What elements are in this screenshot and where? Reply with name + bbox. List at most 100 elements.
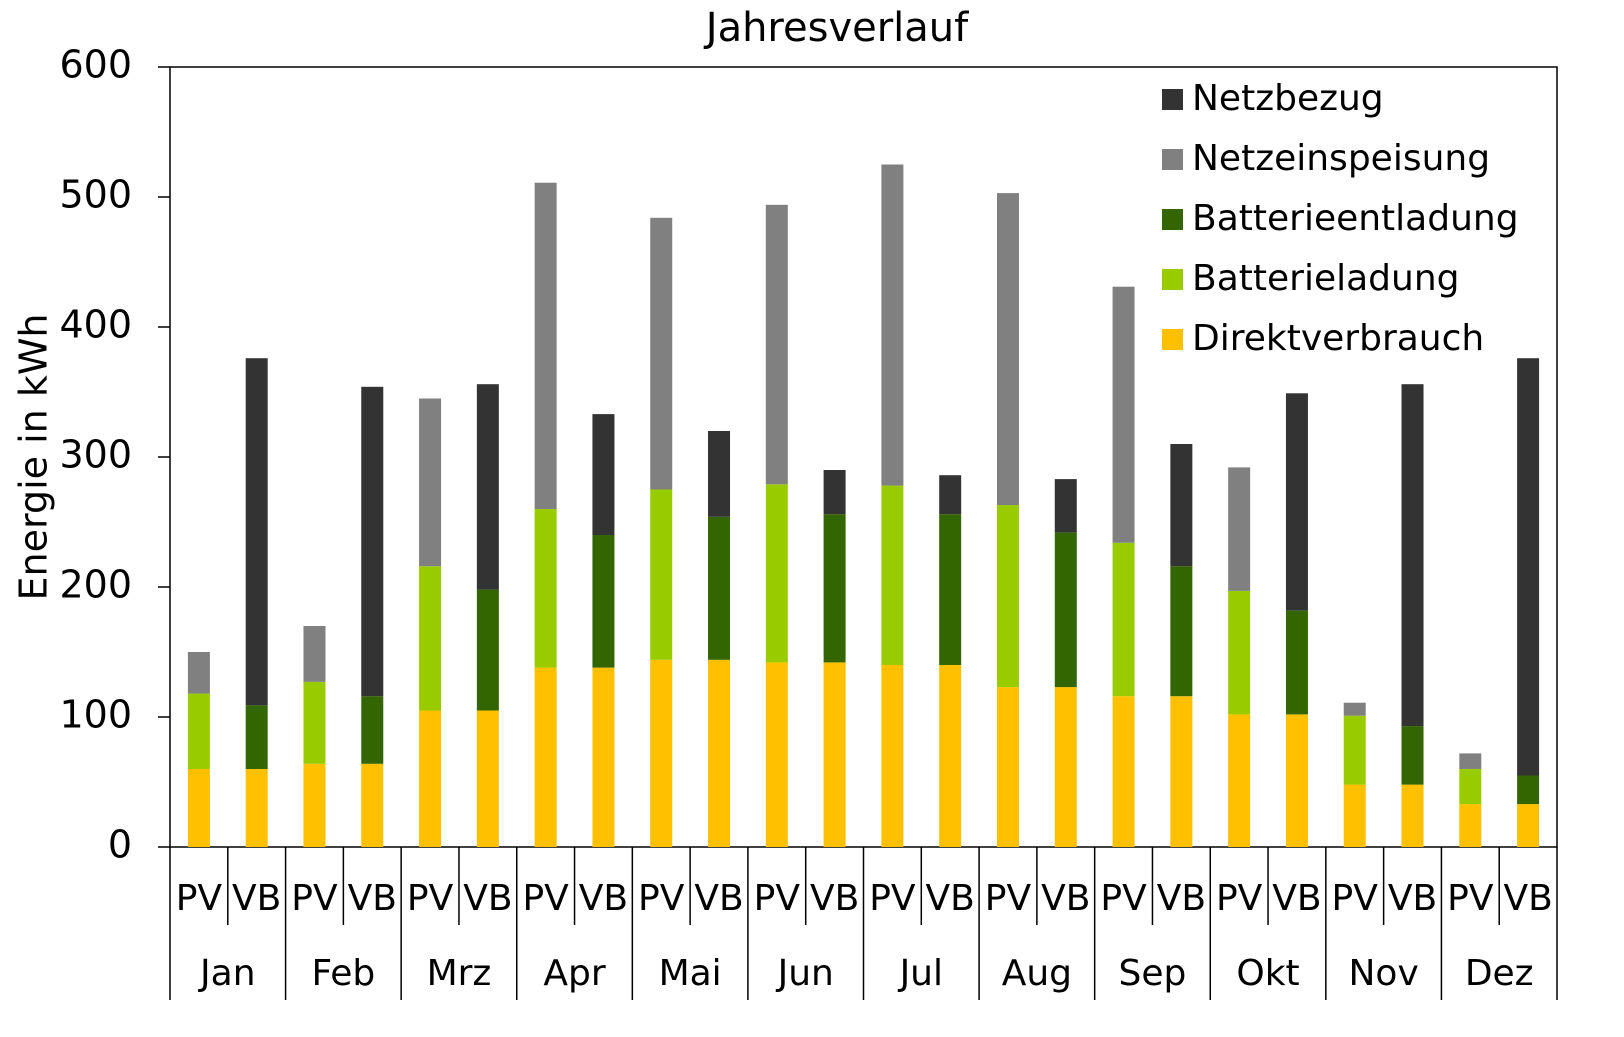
bar-segment [245, 705, 268, 769]
bar-segment [245, 358, 268, 706]
group-label: Dez [1465, 953, 1534, 994]
bar-segment [1517, 358, 1540, 776]
bar-segment [1170, 566, 1193, 697]
bar-segment [476, 384, 499, 590]
bar-segment [361, 386, 384, 697]
group-label: Jul [898, 953, 943, 994]
y-tick-label: 200 [59, 563, 132, 607]
x-tick-label: VB [926, 878, 975, 919]
bar-segment [1054, 532, 1077, 688]
x-tick-label: PV [985, 878, 1032, 919]
x-tick-label: PV [1216, 878, 1263, 919]
legend-label: Direktverbrauch [1192, 318, 1484, 359]
bar-segment [1401, 726, 1424, 785]
bar-segment [996, 193, 1019, 506]
bar-segment [708, 431, 731, 517]
bar-segment [1343, 784, 1366, 847]
group-label: Jan [198, 953, 256, 994]
x-tick-label: PV [407, 878, 454, 919]
group-label: Apr [543, 953, 605, 994]
bar-segment [534, 182, 557, 509]
bar-segment [592, 414, 615, 535]
bar-segment [1459, 753, 1482, 769]
legend-swatch [1162, 269, 1183, 290]
x-tick-label: PV [1332, 878, 1379, 919]
legend-swatch [1162, 149, 1183, 170]
x-tick-label: PV [754, 878, 801, 919]
legend-swatch [1162, 329, 1183, 350]
group-label: Aug [1002, 953, 1072, 994]
bar-segment [303, 763, 326, 847]
bar-segment [187, 693, 210, 769]
bar-segment [534, 509, 557, 668]
x-tick-label: VB [348, 878, 397, 919]
x-tick-label: PV [522, 878, 569, 919]
x-tick-label: VB [1272, 878, 1321, 919]
y-tick-label: 600 [59, 43, 132, 87]
bar-segment [939, 514, 962, 665]
chart-title: Jahresverlauf [703, 5, 969, 51]
group-label: Sep [1119, 953, 1187, 994]
bar-segment [419, 710, 442, 847]
bar-segment [996, 687, 1019, 847]
bar-segment [303, 681, 326, 764]
y-tick-label: 500 [59, 173, 132, 217]
group-label: Nov [1348, 953, 1418, 994]
x-tick-label: VB [1388, 878, 1437, 919]
bar-segment [1054, 687, 1077, 847]
bar-segment [187, 769, 210, 847]
bar-segment [881, 164, 904, 486]
group-label: Mai [659, 953, 722, 994]
bar-segment [823, 470, 846, 515]
bar-segment [1285, 610, 1308, 715]
bar-segment [939, 665, 962, 847]
x-tick-label: PV [638, 878, 685, 919]
bar-segment [765, 662, 788, 847]
bar-segment [881, 485, 904, 665]
bar-segment [245, 769, 268, 847]
bar-segment [823, 514, 846, 663]
group-label: Feb [312, 953, 376, 994]
bar-segment [1401, 784, 1424, 847]
bar-segment [1112, 286, 1135, 543]
x-tick-label: VB [232, 878, 281, 919]
bar-segment [650, 217, 673, 490]
group-label: Jun [776, 953, 834, 994]
bar-segment [1228, 467, 1251, 591]
bar-segment [650, 659, 673, 847]
bar-segment [1228, 714, 1251, 847]
bar-segment [419, 566, 442, 711]
y-tick-label: 400 [59, 303, 132, 347]
x-tick-label: VB [694, 878, 743, 919]
bar-segment [1228, 590, 1251, 715]
bar-segment [592, 667, 615, 847]
x-tick-label: VB [1041, 878, 1090, 919]
bar-segment [939, 475, 962, 515]
x-tick-label: PV [1100, 878, 1147, 919]
bar-segment [1054, 479, 1077, 533]
bar-segment [1343, 715, 1366, 785]
bar-segment [1170, 696, 1193, 847]
group-label: Mrz [427, 953, 492, 994]
bar-segment [361, 696, 384, 764]
bar-segment [996, 505, 1019, 688]
legend-label: Netzbezug [1192, 78, 1384, 119]
bar-segment [765, 204, 788, 485]
bar-segment [823, 662, 846, 847]
bar-segment [1459, 769, 1482, 805]
legend-swatch [1162, 89, 1183, 110]
x-tick-label: PV [176, 878, 223, 919]
legend-swatch [1162, 209, 1183, 230]
bar-segment [1112, 696, 1135, 847]
bar-segment [476, 589, 499, 711]
group-label: Okt [1236, 953, 1299, 994]
bar-segment [1459, 804, 1482, 847]
x-tick-label: VB [810, 878, 859, 919]
bar-segment [1170, 444, 1193, 567]
legend-label: Netzeinspeisung [1192, 138, 1490, 179]
bar-segment [534, 667, 557, 847]
bar-segment [1285, 714, 1308, 847]
x-tick-label: VB [579, 878, 628, 919]
y-tick-label: 300 [59, 433, 132, 477]
